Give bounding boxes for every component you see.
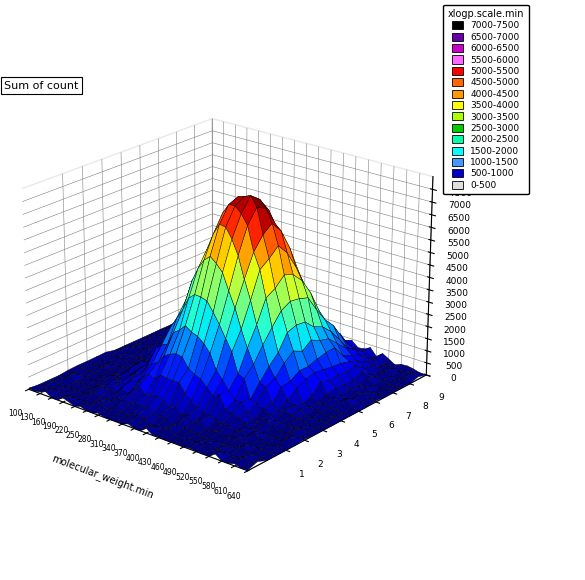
Text: Sum of count: Sum of count [5,81,79,90]
Legend: 7000-7500, 6500-7000, 6000-6500, 5500-6000, 5000-5500, 4500-5000, 4000-4500, 350: 7000-7500, 6500-7000, 6000-6500, 5500-60… [443,5,529,194]
X-axis label: molecular_weight.min: molecular_weight.min [50,453,155,501]
